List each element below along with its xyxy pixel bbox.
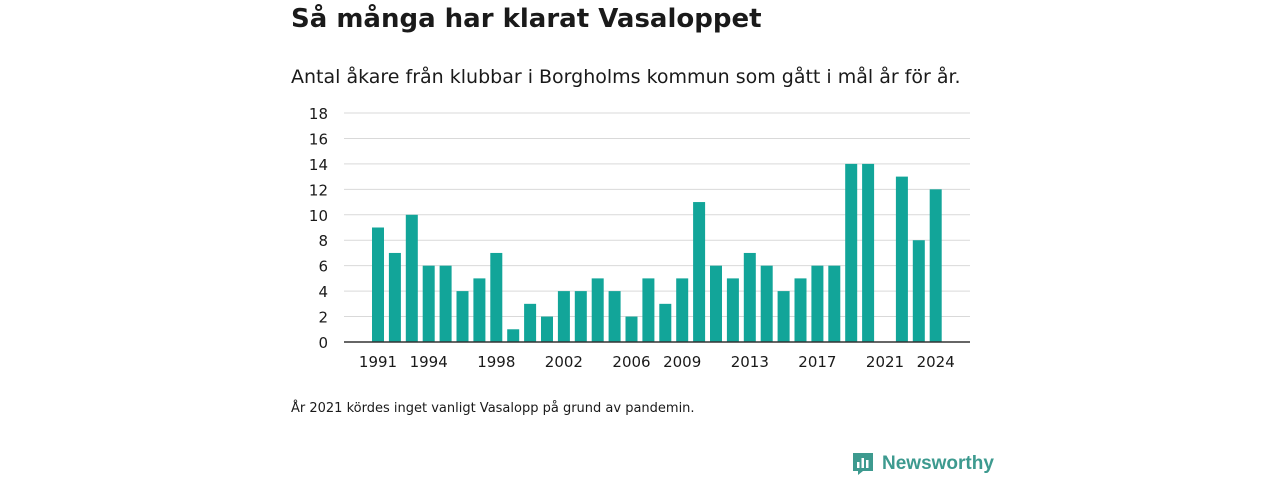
bar [490, 252, 503, 342]
bar [743, 252, 756, 342]
y-tick-label: 16 [309, 130, 328, 148]
bar [811, 265, 824, 342]
bar [777, 291, 790, 342]
bar [659, 303, 672, 342]
bar [862, 163, 875, 342]
y-tick-label: 8 [318, 232, 328, 250]
y-tick-label: 18 [309, 105, 328, 123]
x-tick-label: 2021 [866, 353, 904, 371]
bar [372, 227, 384, 342]
bar [710, 265, 722, 342]
bar [895, 176, 908, 342]
x-tick-label: 2006 [612, 353, 650, 371]
x-tick-label: 2009 [663, 353, 701, 371]
bar [828, 265, 841, 342]
y-tick-label: 0 [318, 334, 328, 352]
bar [591, 278, 604, 342]
bar-chart: 0 2 4 6 8 10 12 14 16 18 1991 1994 1998 2002 2006 2009 2… [309, 105, 970, 371]
bar [507, 329, 520, 342]
y-tick-label: 14 [309, 156, 328, 174]
bar [760, 265, 773, 342]
brand-name: Newsworthy [882, 453, 994, 474]
newsworthy-logo-icon [853, 453, 873, 475]
bar [794, 278, 807, 342]
x-tick-label: 1994 [410, 353, 448, 371]
bar [608, 291, 621, 342]
y-tick-label: 12 [309, 181, 328, 199]
y-tick-label: 2 [318, 309, 328, 327]
x-tick-label: 2013 [731, 353, 769, 371]
x-tick-label: 2002 [545, 353, 583, 371]
bar [693, 202, 706, 342]
bar [524, 303, 537, 342]
footnote: År 2021 kördes inget vanligt Vasalopp på… [291, 401, 695, 416]
bar [422, 265, 435, 342]
x-tick-label: 2017 [798, 353, 836, 371]
x-tick-label: 1991 [359, 353, 397, 371]
bar [439, 265, 452, 342]
bar [625, 316, 638, 342]
bar [929, 189, 942, 342]
y-tick-label: 6 [318, 258, 328, 276]
bar [557, 291, 570, 342]
bar [541, 316, 553, 342]
bar [845, 163, 858, 342]
brand-logo: Newsworthy [852, 452, 994, 476]
bar [388, 252, 401, 342]
bar [676, 278, 689, 342]
bar [726, 278, 739, 342]
bar [912, 240, 925, 342]
chart-title: Så många har klarat Vasaloppet [291, 4, 762, 34]
bar [574, 291, 587, 342]
y-tick-label: 10 [309, 207, 328, 225]
bar [642, 278, 655, 342]
bar [473, 278, 486, 342]
bar [456, 291, 469, 342]
bar [405, 214, 418, 342]
x-tick-label: 1998 [477, 353, 515, 371]
chart-subtitle: Antal åkare från klubbar i Borgholms kom… [291, 66, 961, 88]
x-tick-label: 2024 [917, 353, 955, 371]
y-tick-label: 4 [318, 283, 328, 301]
